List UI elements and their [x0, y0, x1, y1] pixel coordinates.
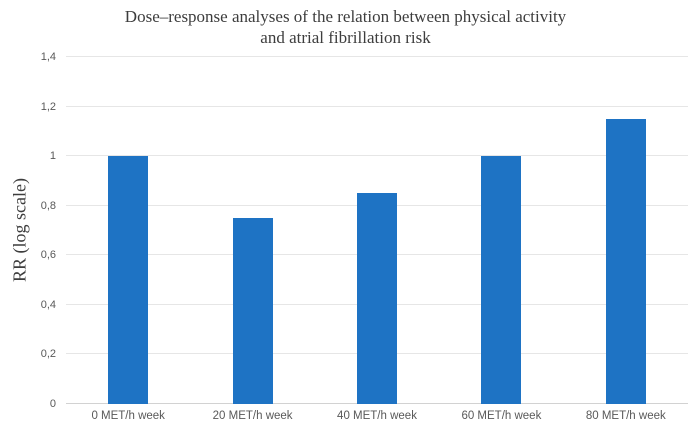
y-tick-label: 1: [49, 150, 56, 163]
gridline: [66, 105, 688, 107]
x-axis-labels: 0 MET/h week 20 MET/h week 40 MET/h week 60…: [66, 410, 688, 426]
y-tick-label: 0: [49, 398, 56, 410]
bar-20-met-h-week: [232, 218, 273, 404]
y-tick-label: 0,4: [40, 298, 56, 311]
y-tick-label: 1,4: [40, 51, 56, 63]
y-tick-label: 0,6: [40, 249, 56, 262]
x-category-label: 60 MET/h week: [461, 410, 542, 422]
x-category-label: 40 MET/h week: [337, 410, 417, 422]
y-tick-label: 0,8: [40, 199, 56, 212]
x-category-label: 0 MET/h week: [91, 410, 165, 422]
chart-title-line-1: Dose–response analyses of the relation b…: [124, 7, 567, 26]
bar-40-met-h-week: [357, 193, 397, 404]
bar-0-met-h-week: [108, 156, 149, 404]
chart-title: Dose–response analyses of the relation b…: [0, 6, 691, 48]
gridline: [66, 56, 688, 57]
gridline: [66, 155, 688, 157]
bar-80-met-h-week: [605, 118, 646, 404]
y-tick-label: 1,2: [40, 100, 56, 113]
x-category-label: 20 MET/h week: [212, 410, 293, 422]
x-category-label: 80 MET/h week: [585, 410, 666, 422]
chart-title-line-2: and atrial fibrillation risk: [260, 28, 431, 47]
plot-area: [66, 56, 688, 404]
y-tick-label: 0,2: [40, 348, 56, 361]
bar-60-met-h-week: [481, 156, 522, 404]
y-axis-ticks: 0 0,2 0,4 0,6 0,8 1 1,2 1,4: [0, 51, 56, 410]
